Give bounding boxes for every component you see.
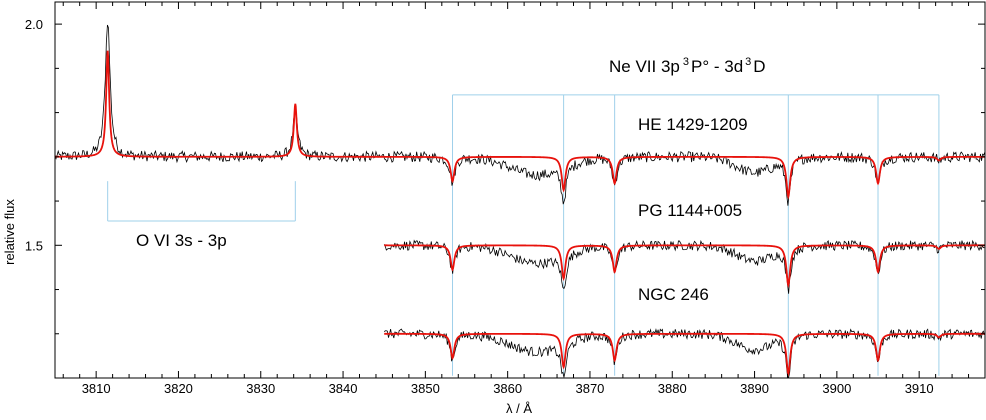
- model-spectrum-0: [55, 50, 985, 200]
- x-tick-label: 3810: [82, 381, 111, 396]
- x-tick-label: 3820: [164, 381, 193, 396]
- spectra: [54, 24, 986, 379]
- observed-spectrum-2: [383, 328, 985, 379]
- observed-spectrum-0: [54, 24, 986, 206]
- ne-sup-2: 3: [745, 56, 751, 68]
- series-label-ngc246: NGC 246: [638, 285, 709, 304]
- ne-sup-1: 3: [683, 56, 689, 68]
- y-tick-label: 2.0: [25, 17, 43, 32]
- x-tick-label: 3890: [740, 381, 769, 396]
- y-tick-label: 1.5: [25, 238, 43, 253]
- o-vi-annotation: O VI 3s - 3p: [136, 231, 227, 250]
- x-tick-label: 3850: [411, 381, 440, 396]
- model-spectrum-1: [384, 244, 985, 288]
- series-label-he1429: HE 1429-1209: [638, 115, 748, 134]
- x-tick-label: 3910: [905, 381, 934, 396]
- x-axis-title: λ / Å: [506, 401, 532, 416]
- plot-frame: [54, 1, 986, 379]
- ne-label-part2: P° - 3d: [691, 57, 743, 76]
- ne-vii-annotation: Ne VII 3p 3 P° - 3d 3 D: [609, 56, 766, 76]
- line-guides: [107, 94, 940, 376]
- series-label-pg1144: PG 1144+005: [638, 201, 742, 220]
- ne-label-part3: D: [753, 57, 765, 76]
- x-tick-label: 3900: [822, 381, 851, 396]
- x-tick-label: 3880: [658, 381, 687, 396]
- plot-border: [54, 1, 986, 379]
- model-spectrum-2: [384, 332, 985, 377]
- ne-label-part1: Ne VII 3p: [609, 57, 680, 76]
- y-axis-title: relative flux: [2, 199, 17, 265]
- x-tick-label: 3840: [329, 381, 358, 396]
- axis-ticks: 3810 3820 3830 3840 3850 3860 3870 3880 3890 3900…: [25, 2, 986, 396]
- x-tick-label: 3830: [246, 381, 275, 396]
- x-tick-label: 3860: [493, 381, 522, 396]
- x-tick-label: 3870: [575, 381, 604, 396]
